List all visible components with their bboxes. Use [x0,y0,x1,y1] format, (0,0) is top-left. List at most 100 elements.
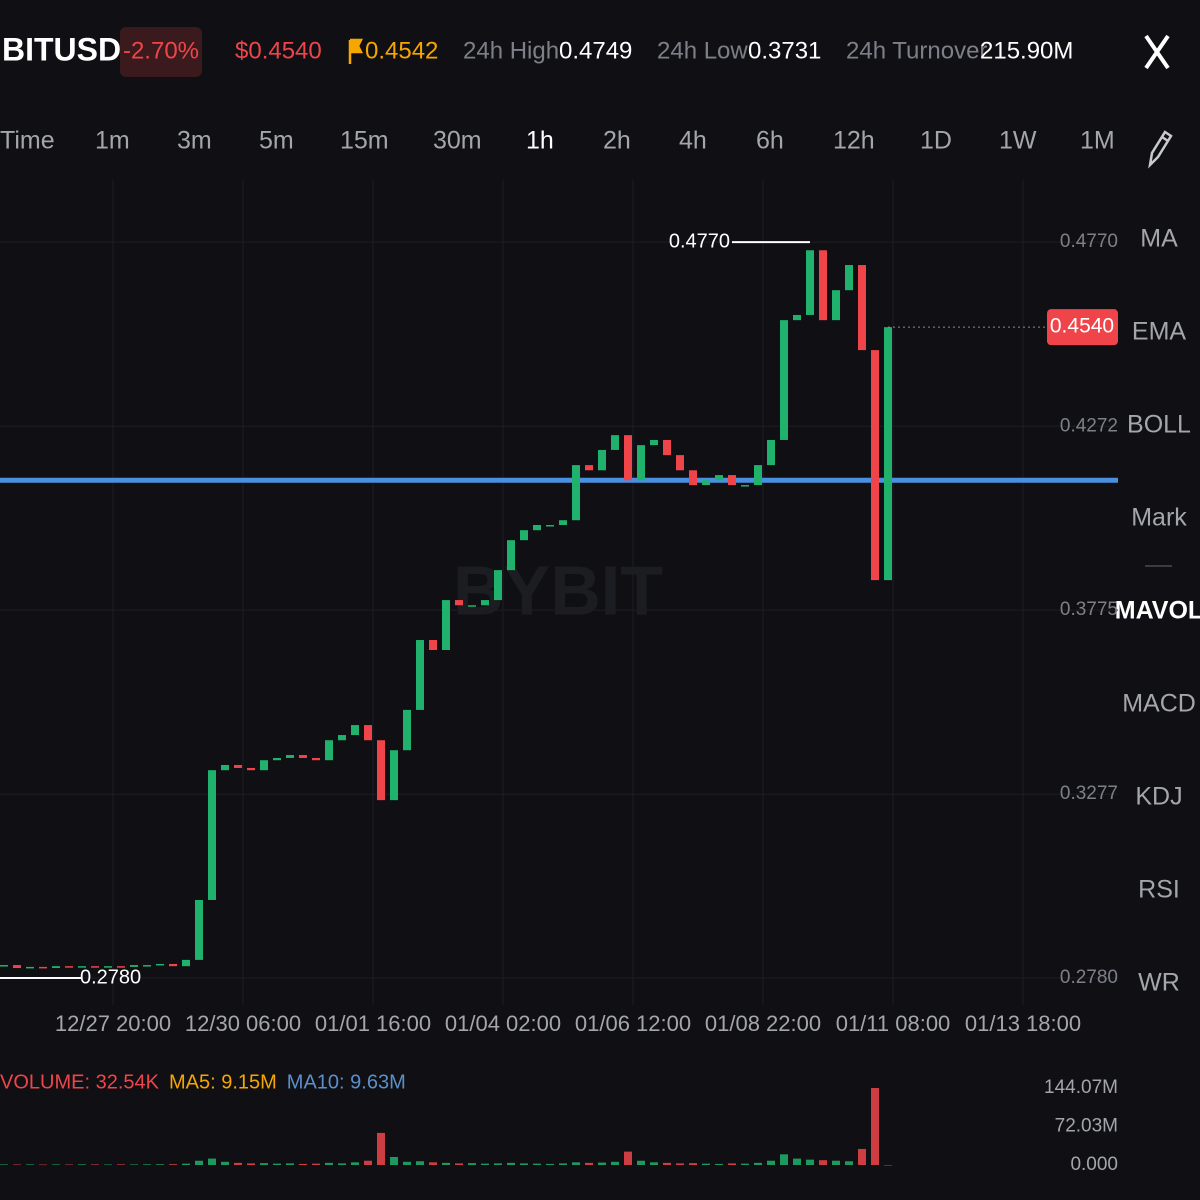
volume-bar [442,1162,450,1165]
volume-legend: MA10: 9.63M [287,1071,406,1093]
indicator[interactable]: MA [1140,225,1178,253]
candle [728,475,736,486]
turnover: 215.90M [980,37,1073,64]
timeframe[interactable]: 6h [756,127,784,155]
candle [403,709,411,751]
candle [182,959,190,967]
symbol[interactable]: BITUSDT [2,31,141,67]
timeframe[interactable]: 1M [1080,127,1115,155]
candle [78,966,86,968]
y-tick-label: 0.4272 [1060,415,1118,436]
volume-bar [260,1163,268,1165]
indicator[interactable]: RSI [1138,876,1180,904]
y-tick-label: 0.000 [1070,1154,1118,1175]
indicator[interactable]: WR [1138,969,1180,997]
candle [598,449,606,471]
volume-bar [312,1163,320,1165]
candle [260,760,268,771]
x-tick-label: 01/04 02:00 [445,1011,561,1036]
indicator[interactable]: Mark [1131,504,1187,532]
volume-bar [806,1159,814,1165]
indicator[interactable]: MAVOL [1115,597,1200,625]
indicator[interactable]: MACD [1122,690,1196,718]
indicator[interactable]: KDJ [1135,783,1182,811]
volume-bar [247,1163,255,1165]
volume-bar [338,1163,346,1165]
volume-bar [481,1163,489,1165]
timeframe[interactable]: 3m [177,127,212,155]
timeframe[interactable]: 12h [833,127,875,155]
volume-bar [819,1160,827,1165]
volume-bar [741,1163,749,1165]
volume-bar [221,1161,229,1165]
candle [585,465,593,471]
change-pill [120,27,202,77]
timeframe[interactable]: 30m [433,127,482,155]
candle [13,965,21,969]
candle [611,435,619,450]
min-label: 0.2780 [80,966,141,988]
volume-bar [845,1161,853,1165]
volume-bar [559,1163,567,1165]
timeframe[interactable]: 2h [603,127,631,155]
candle [0,965,8,967]
timeframe[interactable]: 1h [526,127,554,155]
candle [559,520,567,526]
candle [429,640,437,651]
volume-bar [663,1162,671,1165]
volume-bar [429,1162,437,1165]
timeframe[interactable]: 1D [920,127,952,155]
volume-bar [455,1163,463,1165]
indicator[interactable]: EMA [1132,318,1187,346]
candle [117,966,125,968]
volume-bar [546,1163,554,1165]
y-tick-label: 0.4770 [1060,231,1118,252]
candle [741,485,749,487]
timeframe[interactable]: 1m [95,127,130,155]
candle [780,320,788,440]
timeframe[interactable]: 15m [340,127,389,155]
volume-bar [702,1163,710,1165]
candle [208,770,216,900]
volume-bar [676,1163,684,1165]
candle [221,765,229,771]
candle [234,765,242,768]
close-button[interactable] [1144,34,1170,70]
indicator[interactable]: BOLL [1127,411,1191,439]
candle [364,725,372,741]
timeframe[interactable]: 1W [999,127,1037,155]
timeframe[interactable]: Time [0,127,55,155]
volume-bar [91,1164,99,1165]
candle [195,899,203,960]
volume-bar [78,1164,86,1165]
candle [312,757,320,761]
turnover-label: 24h Turnover [846,37,987,64]
candle [793,314,801,321]
candle [52,966,60,969]
candle [572,465,580,521]
candle [416,640,424,710]
candle [351,725,359,736]
volume-bar [624,1151,632,1165]
candle [637,445,645,481]
volume-bar [884,1164,892,1166]
volume-bar [143,1164,151,1165]
candle [624,435,632,481]
candle [689,470,697,486]
candle [520,530,528,541]
timeframe[interactable]: 5m [259,127,294,155]
volume-bar [130,1164,138,1165]
last-price-label: 0.4540 [1050,315,1114,338]
volume-bar [728,1163,736,1165]
volume-bar [533,1163,541,1165]
volume-bar [286,1163,294,1165]
volume-bar [754,1162,762,1165]
y-tick-label: 144.07M [1044,1077,1118,1098]
x-tick-label: 01/08 22:00 [705,1011,821,1036]
timeframe[interactable]: 4h [679,127,707,155]
draw-tool[interactable] [1148,130,1173,169]
candle [273,757,281,761]
